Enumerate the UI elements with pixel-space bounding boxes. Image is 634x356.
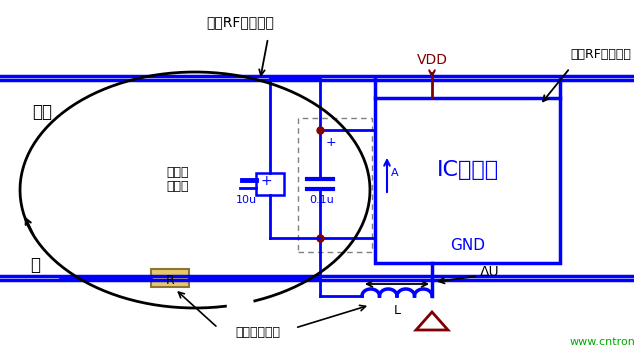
- Text: 电源: 电源: [32, 103, 52, 121]
- Text: R: R: [165, 273, 174, 287]
- Text: 路电容: 路电容: [167, 179, 190, 193]
- Text: 去耦旁: 去耦旁: [167, 166, 190, 178]
- Text: 地线阻抗组成: 地线阻抗组成: [235, 326, 280, 340]
- Text: GND: GND: [450, 237, 485, 252]
- Text: L: L: [394, 304, 401, 316]
- Bar: [375, 98, 560, 263]
- Text: A: A: [391, 168, 399, 178]
- Text: 10u: 10u: [235, 195, 257, 205]
- Text: +: +: [326, 136, 337, 148]
- Text: 小的RF电流环路: 小的RF电流环路: [570, 48, 631, 62]
- Text: www.cntronics.com: www.cntronics.com: [570, 337, 634, 347]
- Text: VDD: VDD: [417, 53, 448, 67]
- Text: 地: 地: [30, 256, 40, 274]
- Bar: [256, 173, 284, 195]
- Bar: [298, 118, 372, 252]
- Text: ΔU: ΔU: [480, 265, 500, 279]
- Text: IC控制器: IC控制器: [436, 161, 498, 180]
- Text: 大的RF电流环路: 大的RF电流环路: [206, 15, 274, 29]
- Bar: [151, 269, 189, 287]
- Text: 0.1u: 0.1u: [309, 195, 334, 205]
- Text: +: +: [260, 174, 272, 188]
